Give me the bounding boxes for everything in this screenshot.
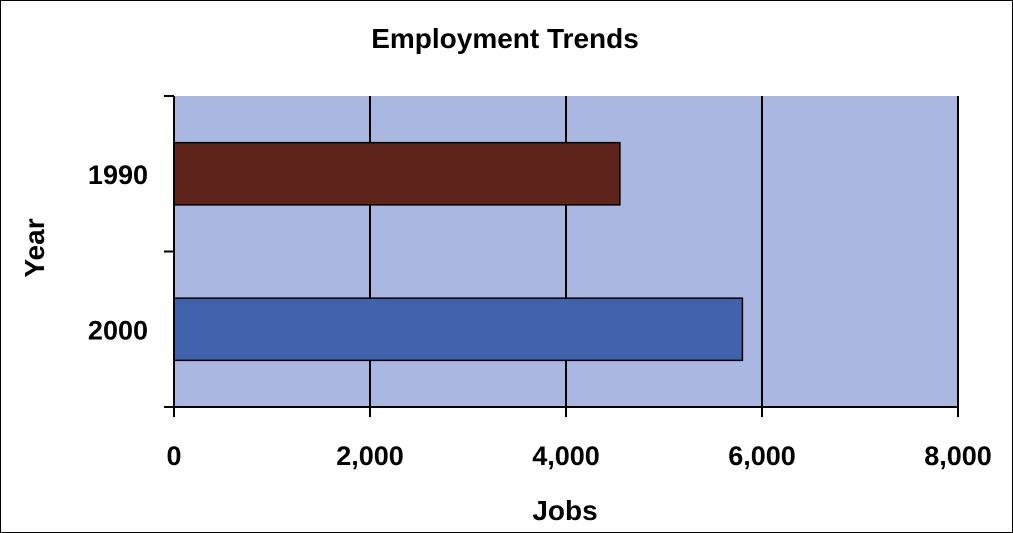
axes — [164, 95, 959, 417]
bars — [173, 141, 744, 362]
x-tick-label-4: 8,000 — [924, 441, 992, 471]
x-tick-label-0: 0 — [166, 441, 181, 471]
x-tick-labels: 0 2,000 4,000 6,000 8,000 — [166, 441, 991, 471]
y-tick-label-2000: 2000 — [88, 315, 148, 345]
x-tick-label-1: 2,000 — [336, 441, 404, 471]
y-axis-label: Year — [19, 218, 50, 277]
bar-2000 — [173, 297, 744, 362]
x-axis-label: Jobs — [532, 495, 597, 526]
y-tick-label-1990: 1990 — [88, 160, 148, 190]
x-tick-label-3: 6,000 — [728, 441, 796, 471]
x-tick-label-2: 4,000 — [532, 441, 600, 471]
bar-1990 — [173, 141, 621, 206]
chart-title: Employment Trends — [371, 23, 639, 54]
y-tick-labels: 1990 2000 — [88, 160, 148, 346]
